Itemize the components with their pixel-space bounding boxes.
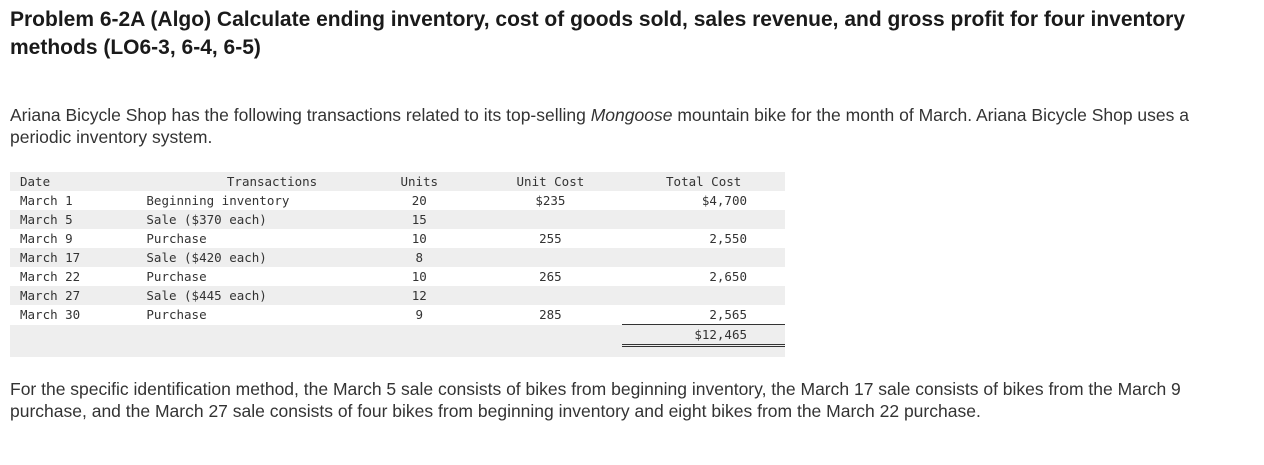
transactions-table-panel: Date Transactions Units Unit Cost Total … xyxy=(10,172,785,357)
row-transaction: Sale ($420 each) xyxy=(146,248,326,267)
total-cost-sum: $12,465 xyxy=(622,324,785,347)
row-total-cost xyxy=(622,210,785,229)
intro-paragraph: Ariana Bicycle Shop has the following tr… xyxy=(10,104,1210,148)
row-units: 20 xyxy=(377,191,461,210)
table-row: March 9 Purchase 10 255 2,550 xyxy=(10,229,785,248)
row-date: March 9 xyxy=(10,229,147,248)
header-units: Units xyxy=(377,172,461,191)
transactions-table: Date Transactions Units Unit Cost Total … xyxy=(10,172,785,347)
table-row: March 30 Purchase 9 285 2,565 xyxy=(10,305,785,325)
row-total-cost xyxy=(622,248,785,267)
row-units: 9 xyxy=(377,305,461,325)
table-row: March 22 Purchase 10 265 2,650 xyxy=(10,267,785,286)
row-total-cost: $4,700 xyxy=(622,191,785,210)
specific-identification-note: For the specific identification method, … xyxy=(10,379,1181,421)
row-units: 10 xyxy=(377,267,461,286)
table-header-row: Date Transactions Units Unit Cost Total … xyxy=(10,172,785,191)
table-row: March 5 Sale ($370 each) 15 xyxy=(10,210,785,229)
header-total-cost: Total Cost xyxy=(622,172,785,191)
row-unit-cost: 255 xyxy=(495,229,605,248)
row-date: March 1 xyxy=(10,191,147,210)
row-transaction: Beginning inventory xyxy=(146,191,326,210)
row-unit-cost xyxy=(495,286,605,305)
row-unit-cost xyxy=(495,248,605,267)
row-transaction: Sale ($445 each) xyxy=(146,286,326,305)
row-transaction: Purchase xyxy=(146,267,326,286)
table-row: March 1 Beginning inventory 20 $235 $4,7… xyxy=(10,191,785,210)
row-date: March 5 xyxy=(10,210,147,229)
row-unit-cost: 285 xyxy=(495,305,605,325)
header-date: Date xyxy=(10,172,147,191)
row-total-cost: 2,550 xyxy=(622,229,785,248)
row-unit-cost: 265 xyxy=(495,267,605,286)
intro-product-name: Mongoose xyxy=(590,105,673,125)
row-total-cost: 2,565 xyxy=(622,305,785,325)
row-date: March 17 xyxy=(10,248,147,267)
row-units: 8 xyxy=(377,248,461,267)
header-transactions: Transactions xyxy=(146,172,326,191)
header-unit-cost: Unit Cost xyxy=(495,172,605,191)
row-date: March 27 xyxy=(10,286,147,305)
row-date: March 30 xyxy=(10,305,147,325)
row-unit-cost xyxy=(495,210,605,229)
row-transaction: Purchase xyxy=(146,305,326,325)
row-units: 12 xyxy=(377,286,461,305)
intro-text-after: mountain bike for the month of March. Ar… xyxy=(10,105,1189,147)
problem-title: Problem 6-2A (Algo) Calculate ending inv… xyxy=(10,8,1186,59)
row-units: 10 xyxy=(377,229,461,248)
table-row: March 27 Sale ($445 each) 12 xyxy=(10,286,785,305)
row-transaction: Purchase xyxy=(146,229,326,248)
table-row: March 17 Sale ($420 each) 8 xyxy=(10,248,785,267)
table-total-row: $12,465 xyxy=(10,324,785,347)
row-total-cost xyxy=(622,286,785,305)
row-total-cost: 2,650 xyxy=(622,267,785,286)
row-date: March 22 xyxy=(10,267,147,286)
row-units: 15 xyxy=(377,210,461,229)
row-unit-cost: $235 xyxy=(495,191,605,210)
row-transaction: Sale ($370 each) xyxy=(146,210,326,229)
intro-text-before: Ariana Bicycle Shop has the following tr… xyxy=(10,105,591,125)
